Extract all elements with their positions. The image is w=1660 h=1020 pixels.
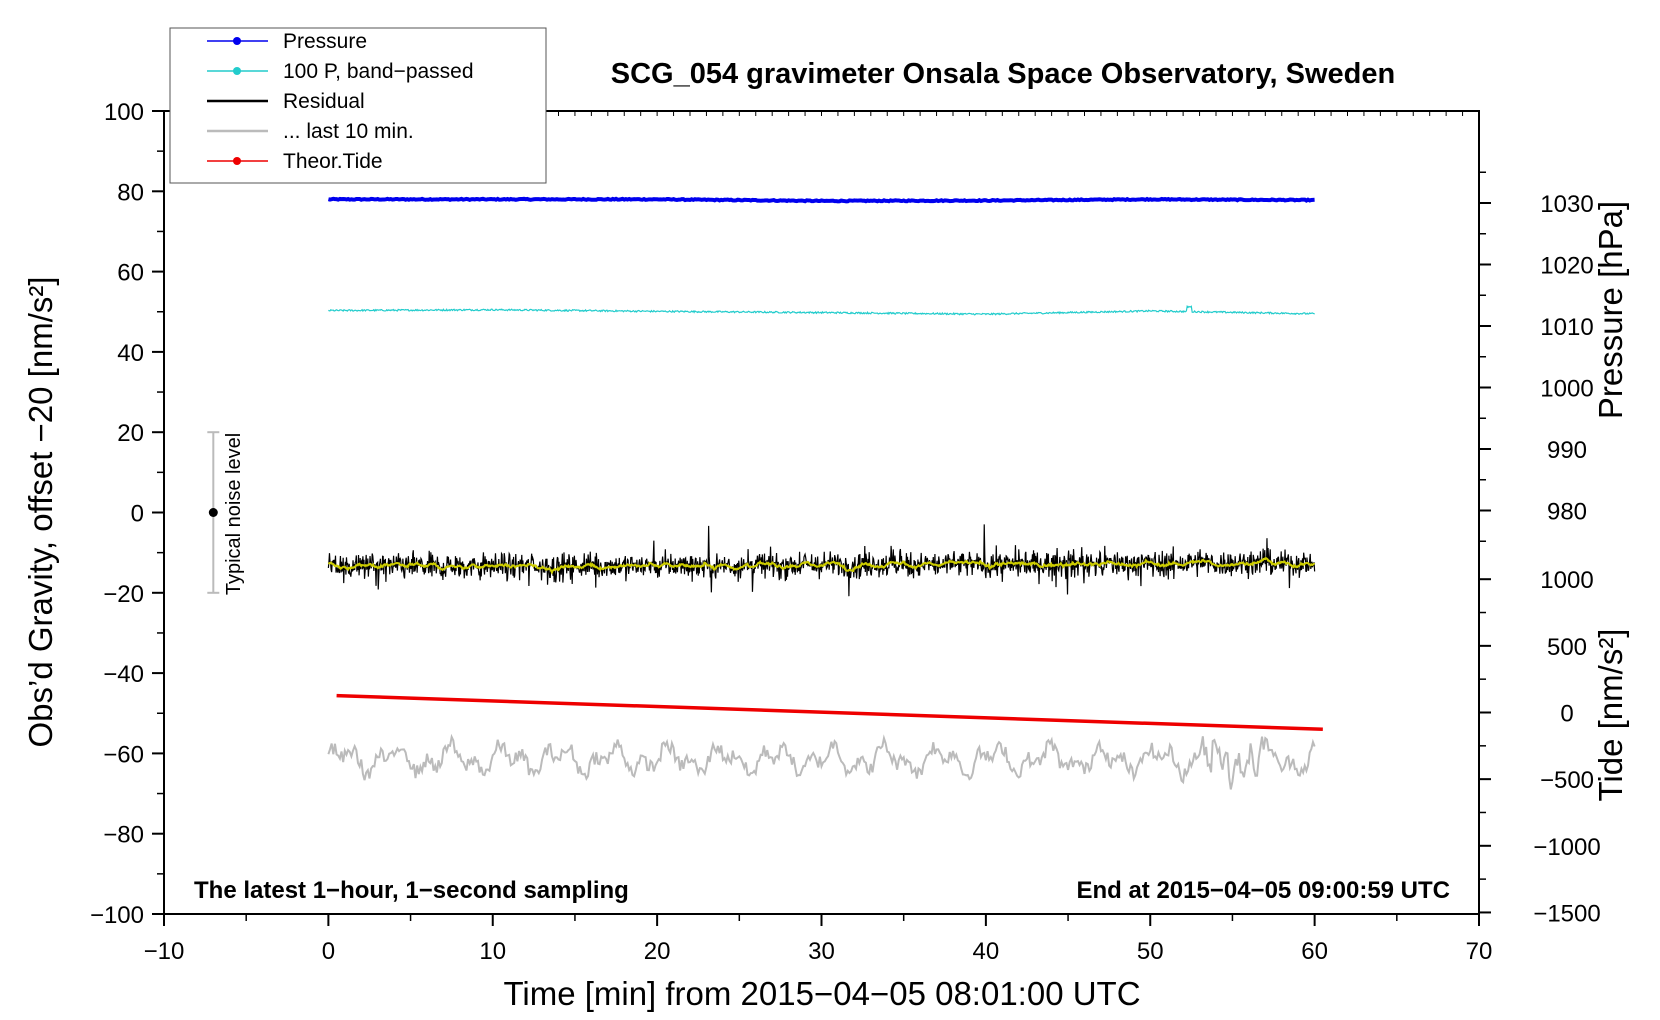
annotation-end-time: End at 2015−04−05 09:00:59 UTC: [1076, 877, 1450, 904]
y-tick-label: −60: [103, 741, 144, 768]
residual-smoothed-series: [327, 556, 1316, 575]
x-tick-label: 20: [644, 938, 671, 965]
x-tick-label: 70: [1466, 938, 1493, 965]
legend-box: [169, 27, 547, 184]
y-tick-label: 80: [117, 179, 144, 206]
y-tick-label: 20: [117, 420, 144, 447]
x-tick-label: 50: [1137, 938, 1164, 965]
x-tick-label: 0: [322, 938, 335, 965]
annotation-sampling: The latest 1−hour, 1−second sampling: [194, 877, 629, 904]
pressure-tick-label: 990: [1547, 437, 1587, 464]
chart-title: SCG_054 gravimeter Onsala Space Observat…: [611, 58, 1395, 90]
ticks-layer: −10 0 10 20 30 40 50 60 70−100−80−60−40−20020406…: [90, 99, 1601, 965]
tide-tick-label: −500: [1540, 767, 1594, 794]
y-tick-label: 100: [104, 99, 144, 126]
last-10-min-series: [327, 733, 1316, 790]
x-tick-label: −10: [144, 938, 185, 965]
legend-label: 100 P, band−passed: [283, 60, 474, 83]
y-tick-label: −20: [103, 581, 144, 608]
y-tick-label: 60: [117, 260, 144, 287]
x-tick-label: 10: [479, 938, 506, 965]
pressure-tick-label: 1030: [1540, 191, 1593, 218]
pressure-tick-label: 1010: [1540, 314, 1593, 341]
y-tick-label: −80: [103, 822, 144, 849]
tide-tick-label: 500: [1547, 634, 1587, 661]
pressure-tick-label: 1020: [1540, 253, 1593, 280]
y-axis-label-left: Obs’d Gravity, offset −20 [nm/s²]: [22, 276, 59, 747]
legend-marker: [233, 157, 241, 165]
y-tick-label: −100: [90, 902, 144, 929]
tide-tick-label: −1000: [1533, 834, 1600, 861]
legend-marker: [233, 37, 241, 45]
pressure-tick-label: 980: [1547, 499, 1587, 526]
noise-level-label: Typical noise level: [223, 433, 245, 595]
y-tick-label: −40: [103, 661, 144, 688]
y-axis-label-tide: Tide [nm/s²]: [1592, 629, 1629, 802]
pressure-tick-label: 1000: [1540, 376, 1593, 403]
y-axis-label-pressure: Pressure [hPa]: [1592, 201, 1629, 419]
legend-label: Residual: [283, 90, 365, 113]
legend-label: Theor.Tide: [283, 150, 383, 173]
plot-frame: [163, 110, 1480, 915]
tide-tick-label: 0: [1560, 701, 1573, 728]
y-tick-label: 40: [117, 340, 144, 367]
x-axis-label: Time [min] from 2015−04−05 08:01:00 UTC: [503, 975, 1140, 1012]
x-tick-label: 40: [973, 938, 1000, 965]
series-layer: [207, 196, 1323, 790]
legend-label: Pressure: [283, 30, 367, 53]
tide-tick-label: −1500: [1533, 900, 1600, 927]
y-tick-label: 0: [131, 501, 144, 528]
noise-level-point: [208, 508, 218, 517]
pressure-series: [327, 196, 1315, 204]
x-tick-label: 60: [1301, 938, 1328, 965]
theor-tide-series: [336, 693, 1323, 732]
legend-label: ... last 10 min.: [283, 120, 414, 143]
x-tick-label: 30: [808, 938, 835, 965]
legend: Pressure 100 P, band−passed Residual ... la…: [169, 27, 547, 184]
residual-series: [327, 524, 1316, 597]
legend-marker: [233, 67, 241, 75]
tide-tick-label: 1000: [1540, 567, 1593, 594]
band-passed-series: [328, 304, 1315, 316]
